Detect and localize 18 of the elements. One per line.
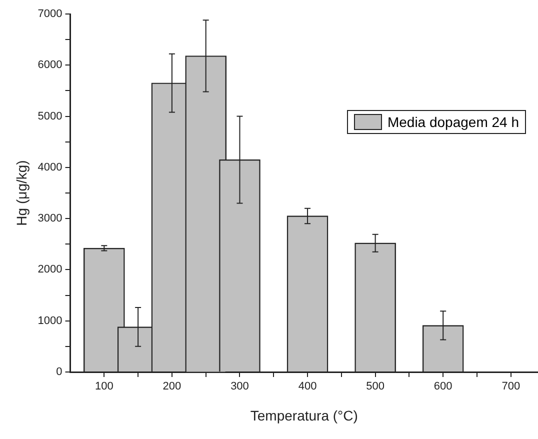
y-tick-label: 2000 bbox=[38, 264, 62, 276]
x-tick-label: 100 bbox=[94, 380, 114, 393]
x-tick-label: 600 bbox=[434, 380, 452, 393]
legend-label: Media dopagem 24 h bbox=[387, 114, 519, 130]
x-tick-label: 500 bbox=[366, 380, 384, 393]
x-axis-title: Temperatura (°C) bbox=[250, 407, 358, 424]
x-tick-label: 200 bbox=[162, 380, 182, 393]
x-tick-label: 700 bbox=[502, 380, 520, 393]
y-tick-label: 4000 bbox=[38, 161, 62, 174]
y-tick-label: 3000 bbox=[38, 212, 62, 225]
x-tick-label: 300 bbox=[230, 380, 249, 393]
y-tick-label: 6000 bbox=[38, 59, 62, 72]
y-tick-label: 7000 bbox=[38, 8, 62, 20]
x-tick-label: 400 bbox=[298, 380, 317, 393]
y-tick-label: 0 bbox=[56, 366, 62, 378]
y-tick-label: 1000 bbox=[38, 314, 62, 327]
y-axis-title: Hg (μg/kg) bbox=[13, 160, 30, 226]
y-tick-label: 5000 bbox=[38, 110, 62, 122]
